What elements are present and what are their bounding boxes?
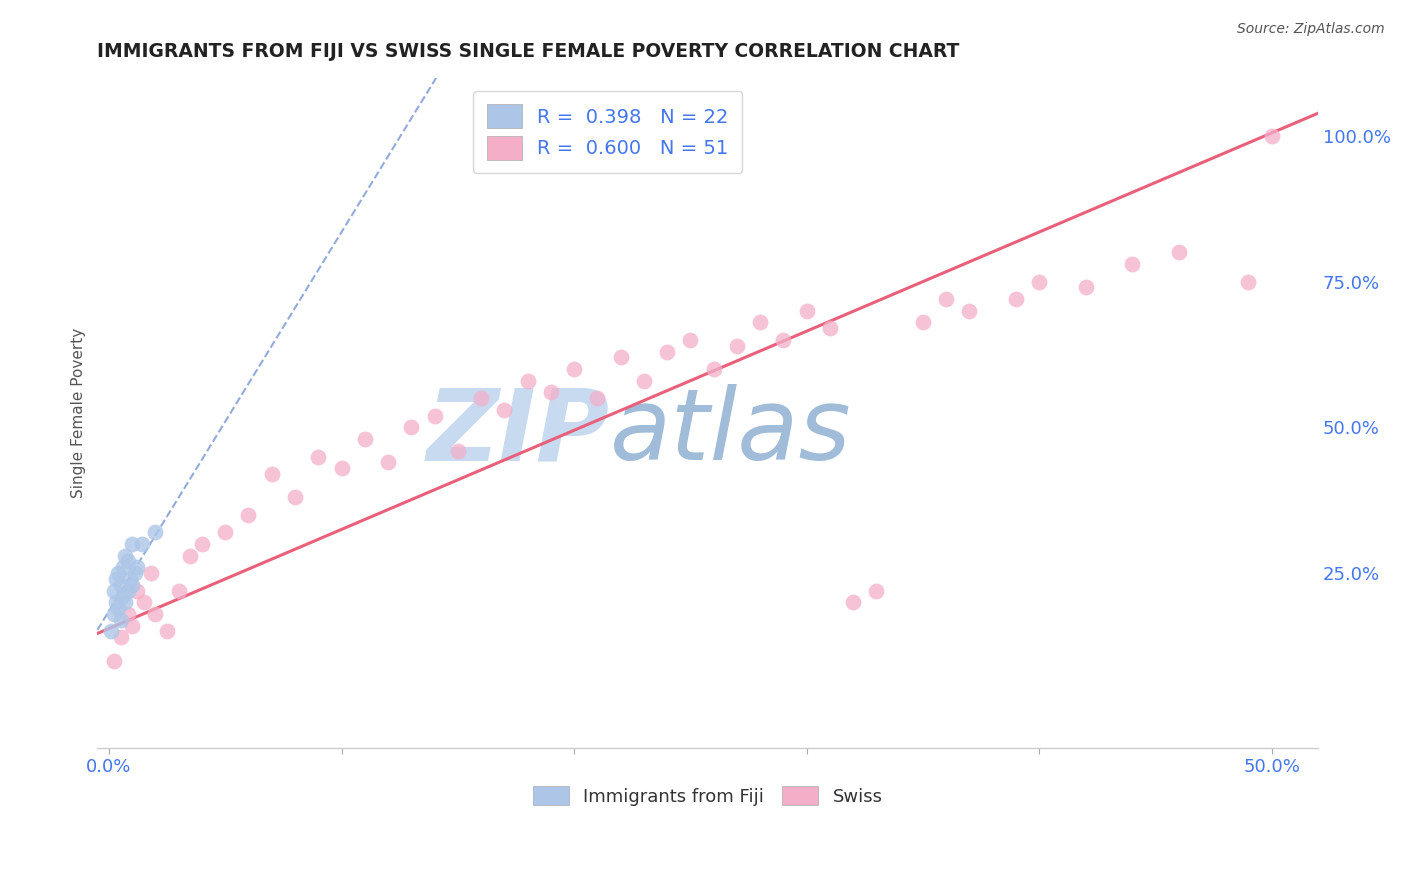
Point [1167, 245, 1189, 260]
Point [132, 595, 155, 609]
Point [749, 315, 772, 329]
Point [103, 607, 125, 621]
Point [114, 595, 136, 609]
Text: atlas: atlas [610, 384, 852, 482]
Point [818, 321, 841, 335]
Point [238, 508, 260, 522]
Point [796, 303, 818, 318]
Point [125, 583, 148, 598]
Point [330, 461, 353, 475]
Point [107, 601, 129, 615]
Point [494, 403, 516, 417]
Point [842, 595, 865, 609]
Point [167, 583, 190, 598]
Point [911, 315, 934, 329]
Point [114, 549, 136, 563]
Point [110, 578, 132, 592]
Point [284, 491, 307, 505]
Text: Source: ZipAtlas.com: Source: ZipAtlas.com [1237, 22, 1385, 37]
Point [131, 537, 153, 551]
Point [121, 618, 143, 632]
Point [121, 537, 143, 551]
Point [139, 566, 162, 581]
Point [145, 607, 167, 621]
Point [703, 362, 725, 376]
Point [633, 374, 655, 388]
Point [562, 362, 585, 376]
Point [1028, 275, 1050, 289]
Point [401, 420, 423, 434]
Legend: Immigrants from Fiji, Swiss: Immigrants from Fiji, Swiss [526, 779, 890, 813]
Point [125, 560, 148, 574]
Point [935, 292, 957, 306]
Point [156, 624, 179, 639]
Point [447, 443, 470, 458]
Point [110, 613, 132, 627]
Point [104, 595, 127, 609]
Point [353, 432, 375, 446]
Point [107, 566, 129, 581]
Point [1260, 128, 1282, 143]
Point [957, 303, 980, 318]
Point [377, 455, 399, 469]
Point [104, 572, 127, 586]
Point [586, 391, 609, 405]
Point [1005, 292, 1028, 306]
Point [725, 339, 748, 353]
Point [772, 333, 794, 347]
Point [124, 566, 146, 581]
Point [145, 525, 167, 540]
Point [540, 385, 562, 400]
Point [516, 374, 538, 388]
Y-axis label: Single Female Poverty: Single Female Poverty [72, 327, 86, 498]
Point [1237, 275, 1260, 289]
Point [103, 583, 125, 598]
Text: ZIP: ZIP [427, 384, 610, 482]
Point [260, 467, 283, 481]
Point [1121, 257, 1143, 271]
Point [679, 333, 702, 347]
Point [655, 344, 678, 359]
Point [307, 450, 329, 464]
Point [111, 590, 134, 604]
Point [100, 624, 122, 639]
Point [121, 578, 143, 592]
Point [423, 409, 446, 423]
Point [470, 391, 492, 405]
Point [111, 560, 134, 574]
Point [214, 525, 236, 540]
Point [865, 583, 887, 598]
Point [118, 572, 141, 586]
Point [110, 630, 132, 644]
Point [179, 549, 201, 563]
Point [191, 537, 214, 551]
Point [1074, 280, 1097, 294]
Point [609, 351, 631, 365]
Point [117, 554, 139, 568]
Text: IMMIGRANTS FROM FIJI VS SWISS SINGLE FEMALE POVERTY CORRELATION CHART: IMMIGRANTS FROM FIJI VS SWISS SINGLE FEM… [97, 42, 960, 61]
Point [103, 654, 125, 668]
Point [117, 607, 139, 621]
Point [117, 583, 139, 598]
